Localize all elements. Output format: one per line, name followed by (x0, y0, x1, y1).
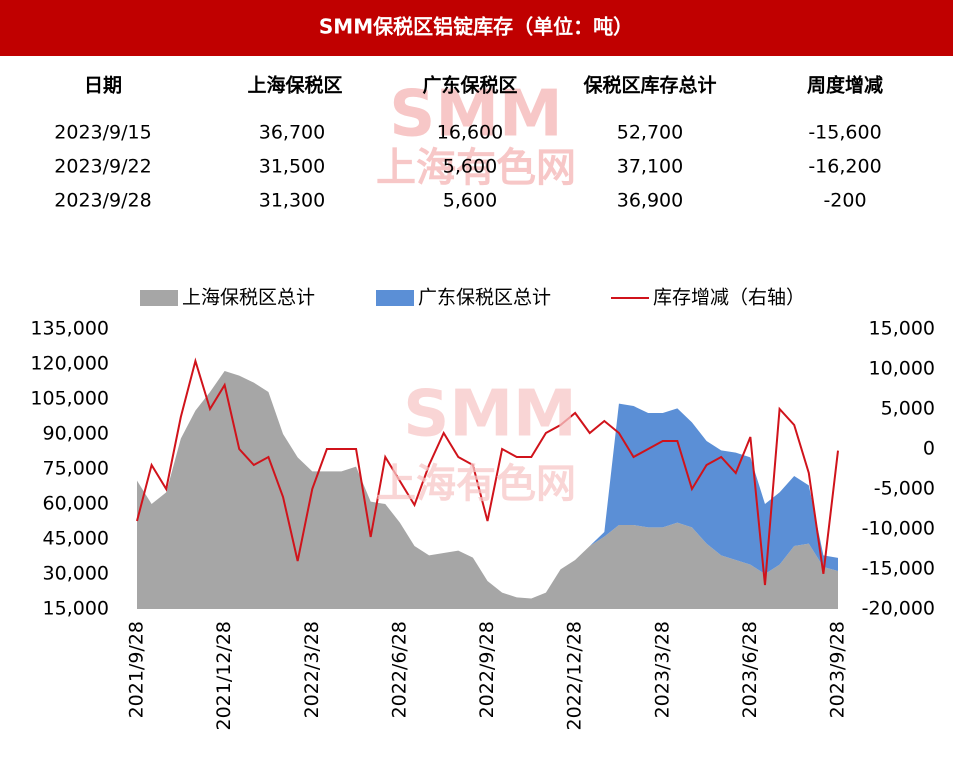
legend-label: 广东保税区总计 (418, 287, 551, 309)
area-guangdong (137, 371, 838, 599)
watermark: 上海有色网 (376, 461, 576, 507)
legend-swatch (376, 290, 414, 306)
table-cell: 2023/9/28 (54, 190, 151, 212)
y2-tick-label: -5,000 (874, 478, 935, 500)
x-tick-label: 2021/12/28 (213, 621, 235, 731)
header-title: SMM保税区铝锭库存（单位：吨） (319, 15, 633, 39)
table-cell: 5,600 (443, 190, 497, 212)
y-tick-label: 90,000 (43, 423, 109, 445)
line-change (136, 357, 839, 586)
table-header: 保税区库存总计 (582, 74, 716, 97)
table-cell: 31,300 (259, 190, 325, 212)
watermark: SMM (389, 78, 562, 152)
header-bar (0, 0, 953, 56)
x-tick-label: 2023/9/28 (827, 621, 849, 718)
table-header: 周度增减 (807, 74, 883, 97)
table-cell: 31,500 (259, 156, 325, 178)
x-tick-label: 2022/12/28 (564, 621, 586, 731)
table-cell: -16,200 (808, 156, 881, 178)
watermarks: SMM 上海有色网 (376, 78, 576, 191)
y-tick-label: 30,000 (43, 563, 109, 585)
x-tick-label: 2021/9/28 (126, 621, 148, 718)
watermarks: SMM 上海有色网 (376, 378, 577, 507)
chart: 15,000 30,000 45,000 60,000 75,000 90,000 105,… (30, 287, 935, 731)
table-cell: 52,700 (617, 122, 683, 144)
y2-tick-label: -15,000 (862, 558, 935, 580)
table-cell: -15,600 (808, 122, 881, 144)
x-tick-label: 2023/3/28 (651, 621, 673, 718)
x-tick-label: 2022/6/28 (388, 621, 410, 718)
table-cell: 2023/9/22 (54, 156, 151, 178)
y2-tick-label: 15,000 (869, 318, 935, 340)
y-tick-label: 45,000 (43, 528, 109, 550)
y-tick-label: 135,000 (30, 318, 109, 340)
table-cell: -200 (823, 190, 866, 212)
table-header: 上海保税区 (247, 74, 342, 97)
legend-label: 库存增减（右轴） (653, 287, 805, 309)
table-cell: 37,100 (617, 156, 683, 178)
y2-tick-label: 5,000 (881, 398, 935, 420)
y-tick-label: 60,000 (43, 493, 109, 515)
legend-label: 上海保税区总计 (182, 287, 315, 309)
watermark: 上海有色网 (376, 145, 576, 191)
table-cell: 2023/9/15 (54, 122, 151, 144)
watermark: SMM (403, 378, 576, 452)
table-header: 日期 (84, 75, 122, 97)
x-tick-label: 2022/9/28 (476, 621, 498, 718)
table-cell: 16,600 (437, 122, 503, 144)
y2-tick-label: 10,000 (869, 358, 935, 380)
x-tick-label: 2023/6/28 (739, 621, 761, 718)
y2-tick-label: -20,000 (862, 598, 935, 620)
y-tick-label: 120,000 (30, 353, 109, 375)
x-tick-label: 2022/3/28 (301, 621, 323, 718)
table-cell: 5,600 (443, 156, 497, 178)
y2-tick-label: 0 (923, 438, 935, 460)
table-header: 广东保税区 (422, 74, 517, 97)
legend-swatch (140, 290, 178, 306)
y-tick-label: 105,000 (30, 388, 109, 410)
table: 日期 上海保税区 广东保税区 保税区库存总计 周度增减 2023/9/15 36,700 16… (54, 74, 883, 212)
table-cell: 36,900 (617, 190, 683, 212)
table-cell: 36,700 (259, 122, 325, 144)
y-tick-label: 75,000 (43, 458, 109, 480)
area-shanghai (137, 371, 838, 609)
y-tick-label: 15,000 (43, 598, 109, 620)
y2-tick-label: -10,000 (862, 518, 935, 540)
